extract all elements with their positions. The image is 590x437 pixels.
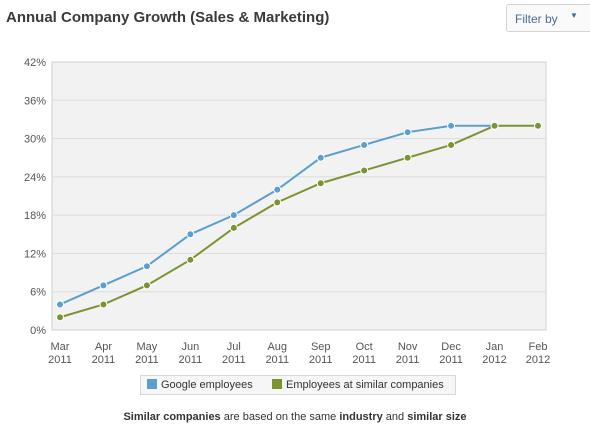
- legend-swatch-similar: [272, 379, 282, 389]
- x-tick-label: May: [137, 341, 158, 353]
- data-point-0: [403, 128, 412, 137]
- legend-item-google: Google employees: [147, 379, 253, 391]
- x-tick-label-year: 2011: [265, 354, 289, 366]
- filter-by-label: Filter by: [515, 12, 558, 26]
- data-point-0: [360, 140, 369, 149]
- x-tick-label: Dec: [441, 341, 461, 353]
- data-point-0: [229, 211, 238, 220]
- legend-label-google: Google employees: [161, 379, 253, 391]
- legend-item-similar: Employees at similar companies: [272, 379, 444, 391]
- x-tick-label-year: 2011: [352, 354, 376, 366]
- x-tick-label-year: 2011: [222, 354, 246, 366]
- x-tick-label-year: 2012: [482, 354, 506, 366]
- x-tick-label: Jan: [486, 341, 504, 353]
- data-point-1: [56, 313, 64, 322]
- x-tick-label: Jul: [227, 341, 241, 353]
- data-point-1: [360, 166, 369, 175]
- x-tick-label-year: 2011: [309, 354, 333, 366]
- x-tick-label-year: 2011: [135, 354, 159, 366]
- data-point-0: [142, 262, 151, 271]
- series-line-1: [59, 124, 538, 319]
- x-tick-label-year: 2011: [48, 354, 72, 366]
- y-tick-label: 36%: [24, 95, 46, 107]
- x-tick-label: Feb: [529, 341, 548, 353]
- footnote-part-4: similar size: [407, 411, 467, 423]
- data-point-1: [534, 121, 542, 130]
- x-tick-label-year: 2011: [179, 354, 203, 366]
- x-tick-label-year: 2011: [439, 354, 463, 366]
- data-point-1: [142, 281, 151, 290]
- footnote-part-1: are based on the same: [220, 411, 340, 423]
- plot-area: [51, 61, 547, 331]
- x-tick-label: Mar: [51, 341, 70, 353]
- footnote-part-0: Similar companies: [123, 411, 221, 423]
- y-tick-label: 18%: [24, 210, 46, 222]
- data-point-1: [447, 140, 456, 149]
- y-tick-label: 0%: [30, 325, 46, 337]
- chevron-down-icon: ▼: [570, 11, 578, 20]
- data-point-1: [229, 223, 238, 232]
- y-tick-label: 6%: [30, 287, 46, 299]
- x-tick-label-year: 2011: [396, 354, 420, 366]
- y-tick-label: 12%: [24, 248, 46, 260]
- data-point-1: [490, 121, 499, 130]
- data-point-0: [186, 230, 195, 239]
- data-point-1: [186, 255, 195, 264]
- legend-label-similar: Employees at similar companies: [286, 379, 444, 391]
- y-tick-label: 42%: [24, 57, 46, 69]
- x-tick-label-year: 2012: [526, 354, 550, 366]
- x-tick-label: Jun: [181, 341, 199, 353]
- data-point-1: [403, 153, 412, 162]
- x-tick-label: Sep: [311, 341, 331, 353]
- data-point-1: [316, 179, 325, 188]
- data-point-0: [447, 121, 456, 130]
- y-tick-label: 30%: [24, 134, 46, 146]
- footnote-part-3: and: [382, 411, 408, 423]
- footnote: Similar companies are based on the same …: [0, 411, 590, 423]
- data-point-1: [273, 198, 282, 207]
- line-chart: 0%6%12%18%24%30%36%42%Mar2011Apr2011May2…: [24, 57, 550, 366]
- footnote-part-2: industry: [339, 411, 383, 423]
- chart-legend: Google employees Employees at similar co…: [140, 375, 456, 395]
- x-tick-label: Oct: [356, 341, 373, 353]
- data-point-0: [273, 185, 282, 194]
- y-tick-label: 24%: [24, 172, 46, 184]
- x-tick-label: Apr: [95, 341, 112, 353]
- data-point-0: [99, 281, 108, 290]
- filter-by-button[interactable]: Filter by ▼: [506, 4, 590, 32]
- x-tick-label-year: 2011: [92, 354, 116, 366]
- x-tick-label: Nov: [398, 341, 418, 353]
- data-point-0: [56, 300, 64, 309]
- chart-title: Annual Company Growth (Sales & Marketing…: [6, 9, 330, 26]
- x-tick-label: Aug: [267, 341, 287, 353]
- data-point-0: [316, 153, 325, 162]
- data-point-1: [99, 300, 108, 309]
- legend-swatch-google: [147, 379, 157, 389]
